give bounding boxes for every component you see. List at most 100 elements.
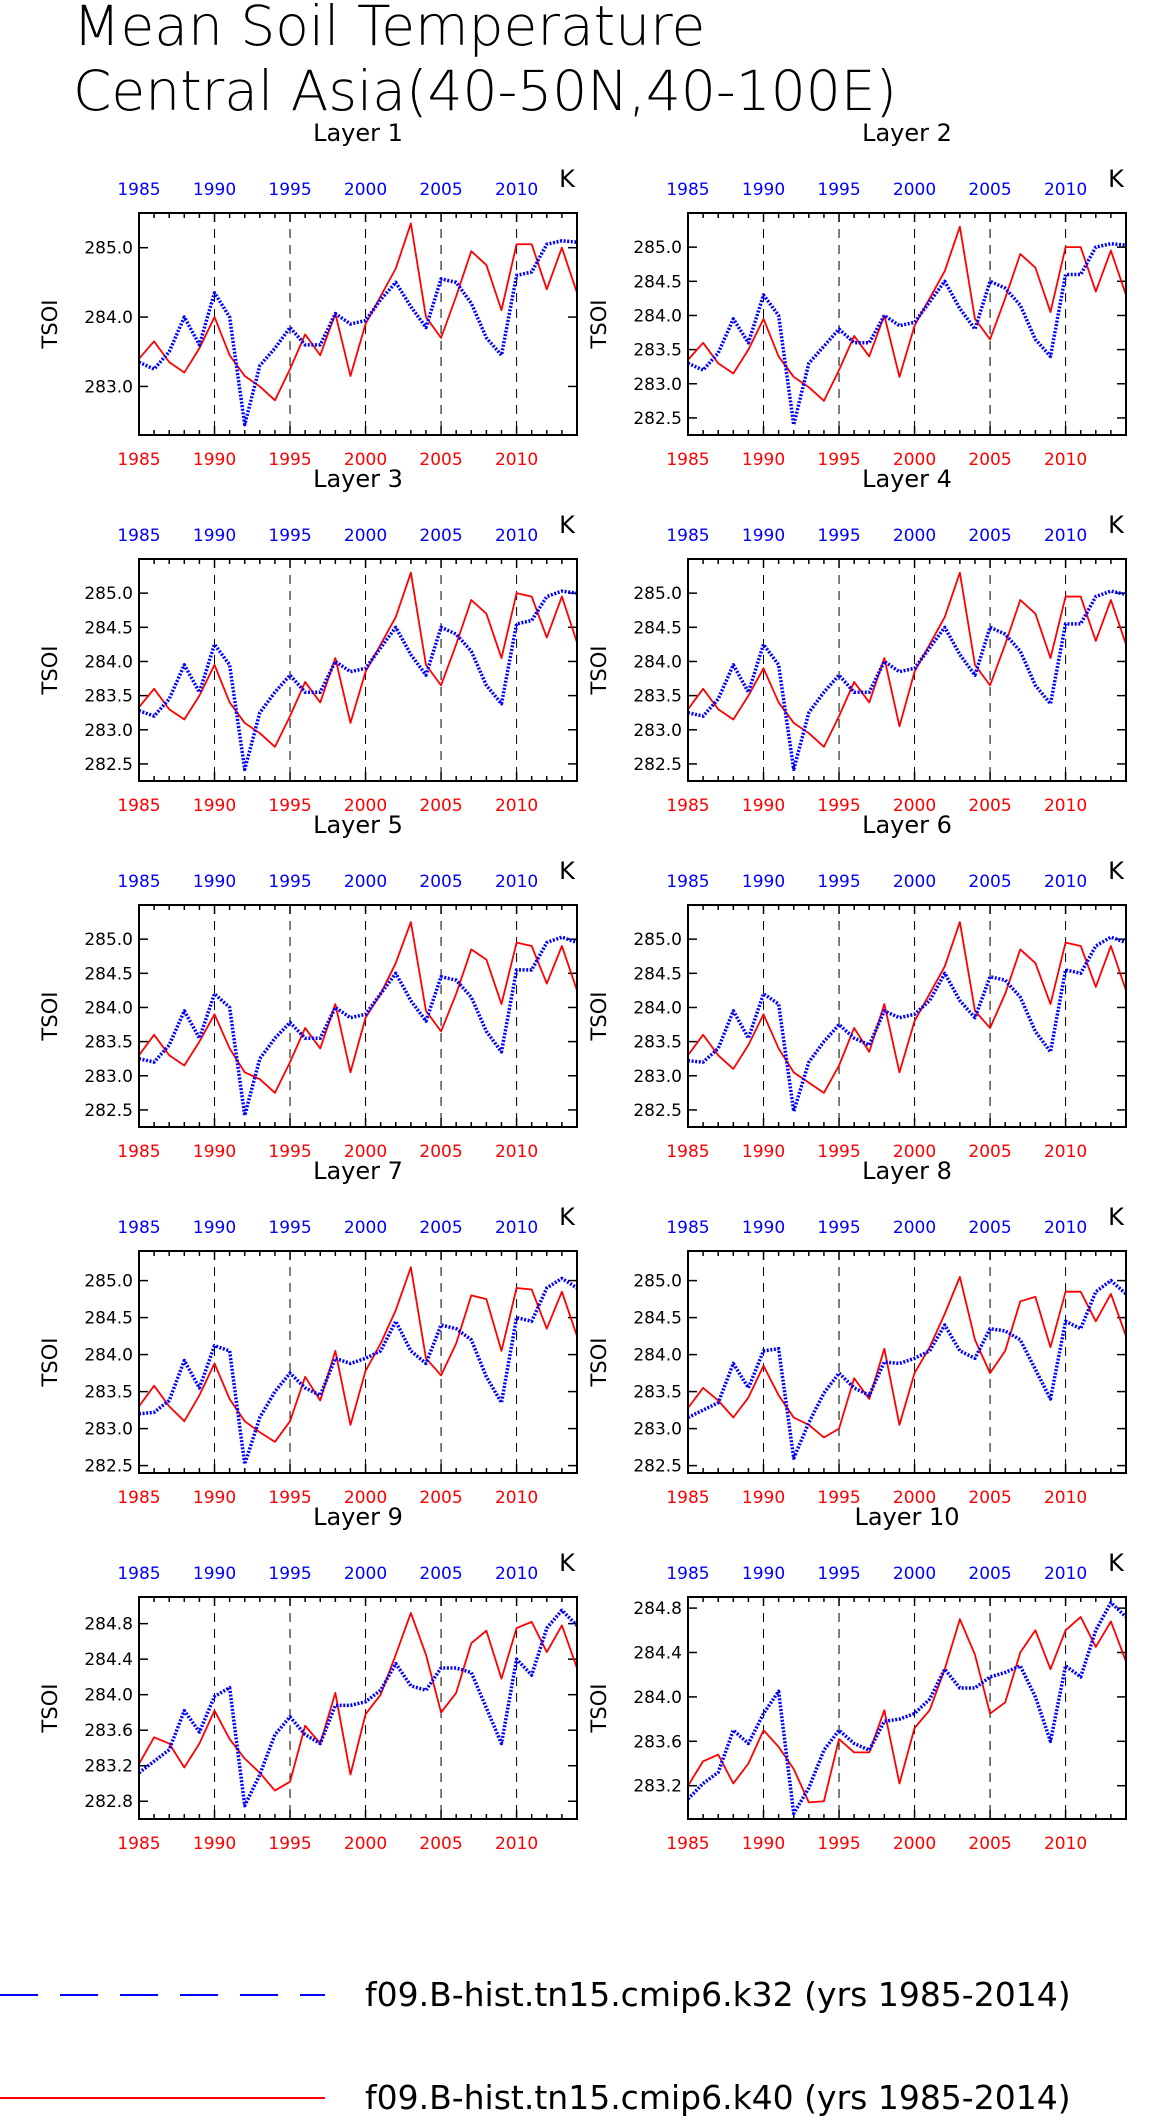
x-tick-label-top: 2000 xyxy=(344,526,387,546)
y-tick-label: 284.5 xyxy=(84,964,133,984)
x-tick-label-top: 1990 xyxy=(193,526,236,546)
y-tick-label: 285.0 xyxy=(633,930,682,950)
x-tick-label-top: 1995 xyxy=(817,180,860,200)
y-tick-label: 283.2 xyxy=(633,1777,682,1797)
y-tick-label: 283.0 xyxy=(633,1420,682,1440)
x-tick-label-top: 1985 xyxy=(117,1564,160,1584)
x-tick-label-top: 1985 xyxy=(117,180,160,200)
panel-title: Layer 9 xyxy=(313,1503,403,1531)
series-line-k40 xyxy=(687,1276,1127,1439)
x-tick-label-bottom: 2010 xyxy=(1044,1834,1087,1854)
y-tick-label: 283.5 xyxy=(84,687,133,707)
y-tick-label: 285.0 xyxy=(84,239,133,259)
x-tick-label-top: 2010 xyxy=(495,526,538,546)
x-tick-label-top: 1995 xyxy=(268,526,311,546)
x-tick-label-bottom: 1990 xyxy=(193,1834,236,1854)
series-line-k40 xyxy=(138,222,578,402)
x-tick-label-top: 2010 xyxy=(495,180,538,200)
x-tick-label-bottom: 2005 xyxy=(968,1488,1011,1508)
x-tick-label-bottom: 1990 xyxy=(742,1488,785,1508)
y-tick-label: 284.8 xyxy=(84,1615,133,1635)
x-tick-label-top: 2005 xyxy=(419,872,462,892)
x-tick-label-bottom: 2010 xyxy=(495,1834,538,1854)
plot-frame xyxy=(138,212,578,436)
y-tick-label: 283.5 xyxy=(84,1033,133,1053)
y-tick-label: 283.0 xyxy=(633,1067,682,1087)
x-tick-label-bottom: 2010 xyxy=(495,1488,538,1508)
x-tick-label-bottom: 2005 xyxy=(419,1488,462,1508)
y-tick-label: 282.5 xyxy=(84,1101,133,1121)
x-tick-label-bottom: 2000 xyxy=(893,1834,936,1854)
series-line-k32 xyxy=(686,1600,1128,1816)
x-tick-label-bottom: 2000 xyxy=(893,1488,936,1508)
y-tick-label: 284.5 xyxy=(633,618,682,638)
y-tick-label: 283.0 xyxy=(84,721,133,741)
x-tick-label-bottom: 1995 xyxy=(268,450,311,470)
x-tick-label-bottom: 2005 xyxy=(968,450,1011,470)
x-tick-label-top: 1990 xyxy=(742,1564,785,1584)
x-tick-label-bottom: 2005 xyxy=(419,1142,462,1162)
series-line-k40 xyxy=(138,1266,578,1443)
panel-title: Layer 6 xyxy=(862,811,952,839)
plot-frame xyxy=(687,212,1127,436)
x-tick-label-top: 1990 xyxy=(742,872,785,892)
x-tick-label-bottom: 2005 xyxy=(968,1142,1011,1162)
panel-title: Layer 5 xyxy=(313,811,403,839)
y-axis-label: TSOI xyxy=(38,992,62,1042)
x-tick-label-top: 1985 xyxy=(666,872,709,892)
y-tick-label: 283.0 xyxy=(633,721,682,741)
series-line-k32 xyxy=(138,239,578,427)
x-tick-label-top: 1990 xyxy=(742,180,785,200)
y-tick-label: 284.0 xyxy=(84,652,133,672)
series-line-k40 xyxy=(138,571,578,748)
x-tick-label-bottom: 1985 xyxy=(666,450,709,470)
x-tick-label-bottom: 1985 xyxy=(666,796,709,816)
units-label: K xyxy=(1108,511,1125,539)
series-line-k40 xyxy=(138,1612,578,1792)
units-label: K xyxy=(1108,1203,1125,1231)
y-tick-label: 283.5 xyxy=(633,687,682,707)
x-tick-label-top: 1995 xyxy=(817,1564,860,1584)
plot-frame xyxy=(687,904,1127,1128)
x-tick-label-top: 2005 xyxy=(968,872,1011,892)
x-tick-label-bottom: 1990 xyxy=(193,1142,236,1162)
figure-title-line-2: Central Asia(40-50N,40-100E) xyxy=(73,59,897,123)
x-tick-label-bottom: 2005 xyxy=(968,1834,1011,1854)
y-tick-label: 283.6 xyxy=(84,1721,133,1741)
y-tick-label: 284.0 xyxy=(633,652,682,672)
y-axis-label: TSOI xyxy=(38,1338,62,1388)
y-axis-label: TSOI xyxy=(587,300,611,350)
y-tick-label: 283.5 xyxy=(633,1383,682,1403)
x-tick-label-top: 2005 xyxy=(419,1218,462,1238)
x-tick-label-bottom: 2005 xyxy=(968,796,1011,816)
x-tick-label-top: 1990 xyxy=(193,1564,236,1584)
x-tick-label-top: 1995 xyxy=(268,180,311,200)
x-tick-label-bottom: 1995 xyxy=(817,1834,860,1854)
x-tick-label-top: 2010 xyxy=(495,872,538,892)
y-tick-label: 282.8 xyxy=(84,1792,133,1812)
y-tick-label: 284.5 xyxy=(633,272,682,292)
y-tick-label: 284.5 xyxy=(633,964,682,984)
y-tick-label: 284.0 xyxy=(84,1686,133,1706)
x-tick-label-bottom: 2010 xyxy=(1044,1488,1087,1508)
x-tick-label-bottom: 1990 xyxy=(742,1834,785,1854)
y-axis-label: TSOI xyxy=(587,1684,611,1734)
x-tick-label-top: 1990 xyxy=(193,872,236,892)
panel-layer-4: Layer 4 K TSOI 1985 1985 1990 1990 1995 1995 2000… xyxy=(587,465,1127,816)
x-tick-label-bottom: 1990 xyxy=(742,450,785,470)
series-line-k40 xyxy=(138,921,578,1094)
x-tick-label-bottom: 1995 xyxy=(817,796,860,816)
y-tick-label: 285.0 xyxy=(633,584,682,604)
plot-frame xyxy=(138,1250,578,1474)
x-tick-label-bottom: 2005 xyxy=(419,796,462,816)
panel-layer-7: Layer 7 K TSOI 1985 1985 1990 1990 1995 1995 2000… xyxy=(38,1157,578,1508)
y-tick-label: 284.0 xyxy=(84,1346,133,1366)
x-tick-label-top: 2000 xyxy=(893,180,936,200)
x-tick-label-top: 2005 xyxy=(968,1218,1011,1238)
x-tick-label-top: 1985 xyxy=(666,180,709,200)
x-tick-label-bottom: 1995 xyxy=(268,796,311,816)
y-tick-label: 283.5 xyxy=(84,1383,133,1403)
y-tick-label: 283.0 xyxy=(84,377,133,397)
units-label: K xyxy=(559,1203,576,1231)
x-tick-label-top: 2005 xyxy=(968,526,1011,546)
